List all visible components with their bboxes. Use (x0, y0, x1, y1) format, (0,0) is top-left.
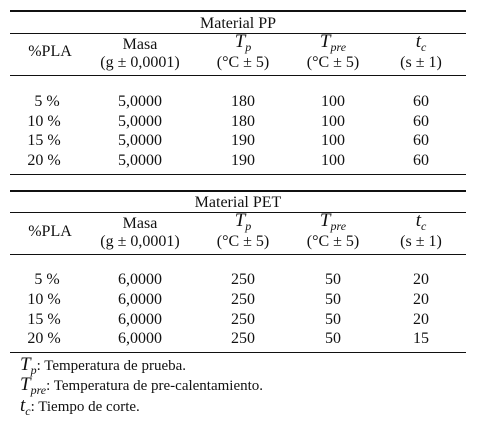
tpre-subscript: pre (330, 219, 347, 233)
table-title: Material PP (200, 15, 276, 32)
col-header-tpre: Tpre (319, 31, 347, 54)
cell-tpre: 100 (321, 93, 345, 110)
table-top-rule (10, 190, 466, 192)
tp-symbol: T (234, 31, 246, 52)
tp-symbol: T (234, 210, 246, 231)
footnote-tp: Tp: Temperatura de prueba. (20, 354, 187, 377)
cell-tpre: 100 (321, 132, 345, 149)
tc-symbol: t (415, 31, 421, 52)
note-subscript: c (25, 404, 31, 418)
title-rule (10, 212, 466, 213)
cell-masa: 6,0000 (118, 311, 162, 328)
cell-tpre: 50 (325, 291, 341, 308)
col-header-tpre-unit: (°C ± 5) (306, 54, 360, 71)
col-header-pla: %PLA (28, 223, 72, 240)
cell-pla: 10 % (27, 291, 61, 308)
cell-tpre: 50 (325, 311, 341, 328)
note-symbol: t (20, 395, 26, 416)
cell-masa: 5,0000 (118, 93, 162, 110)
tp-subscript: p (245, 219, 252, 233)
footnote-tpre: Tpre: Temperatura de pre-calentamiento. (20, 374, 264, 397)
col-header-tc: tc (415, 210, 427, 233)
cell-pla: 20 % (27, 152, 61, 169)
cell-tp: 250 (231, 311, 255, 328)
cell-pla: 20 % (27, 330, 61, 347)
col-header-tc-unit: (s ± 1) (400, 233, 442, 250)
cell-tp: 190 (231, 132, 255, 149)
cell-pla: 15 % (27, 132, 61, 149)
cell-tc: 20 (413, 311, 429, 328)
cell-tp: 180 (231, 93, 255, 110)
cell-pla: 5 % (34, 271, 60, 288)
cell-tp: 250 (231, 291, 255, 308)
col-header-masa-unit: (g ± 0,0001) (100, 233, 180, 250)
tpre-symbol: T (319, 31, 331, 52)
note-subscript: p (30, 363, 37, 377)
title-rule (10, 33, 466, 34)
cell-tc: 60 (413, 93, 429, 110)
cell-tpre: 100 (321, 113, 345, 130)
header-rule (10, 75, 466, 76)
cell-tc: 60 (413, 152, 429, 169)
cell-tc: 60 (413, 113, 429, 130)
cell-masa: 6,0000 (118, 271, 162, 288)
cell-tpre: 100 (321, 152, 345, 169)
cell-tp: 250 (231, 330, 255, 347)
cell-pla: 5 % (34, 93, 60, 110)
cell-masa: 5,0000 (118, 152, 162, 169)
table-title: Material PET (194, 194, 282, 211)
cell-tp: 250 (231, 271, 255, 288)
tc-symbol: t (415, 210, 421, 231)
col-header-tc-unit: (s ± 1) (400, 54, 442, 71)
cell-tp: 190 (231, 152, 255, 169)
table-bottom-rule (10, 174, 466, 175)
note-symbol: T (20, 374, 31, 395)
cell-pla: 10 % (27, 113, 61, 130)
tc-subscript: c (420, 219, 427, 233)
cell-tc: 60 (413, 132, 429, 149)
note-text: : Temperatura de prueba. (36, 358, 187, 374)
note-subscript: pre (30, 383, 47, 397)
col-header-masa: Masa (122, 215, 158, 232)
col-header-pla: %PLA (28, 43, 72, 60)
note-text: : Tiempo de corte. (30, 399, 140, 415)
col-header-tpre-unit: (°C ± 5) (306, 233, 360, 250)
cell-tc: 20 (413, 291, 429, 308)
cell-tpre: 50 (325, 330, 341, 347)
col-header-tpre: Tpre (319, 210, 347, 233)
col-header-masa: Masa (122, 36, 158, 53)
cell-masa: 5,0000 (118, 113, 162, 130)
note-symbol: T (20, 354, 31, 375)
tpre-symbol: T (319, 210, 331, 231)
tc-subscript: c (420, 40, 427, 54)
cell-masa: 6,0000 (118, 330, 162, 347)
tp-subscript: p (245, 40, 252, 54)
table-top-rule (10, 10, 466, 12)
note-text: : Temperatura de pre-calentamiento. (46, 378, 264, 394)
col-header-tp-unit: (°C ± 5) (216, 233, 270, 250)
cell-masa: 6,0000 (118, 291, 162, 308)
cell-tpre: 50 (325, 271, 341, 288)
cell-tp: 180 (231, 113, 255, 130)
col-header-masa-unit: (g ± 0,0001) (100, 54, 180, 71)
header-rule (10, 254, 466, 255)
col-header-tp: Tp (234, 210, 252, 233)
cell-masa: 5,0000 (118, 132, 162, 149)
cell-tc: 15 (413, 330, 429, 347)
cell-pla: 15 % (27, 311, 61, 328)
col-header-tp: Tp (234, 31, 252, 54)
table-bottom-rule (10, 352, 466, 353)
col-header-tc: tc (415, 31, 427, 54)
tpre-subscript: pre (330, 40, 347, 54)
col-header-tp-unit: (°C ± 5) (216, 54, 270, 71)
footnote-tc: tc: Tiempo de corte. (20, 395, 140, 418)
cell-tc: 20 (413, 271, 429, 288)
